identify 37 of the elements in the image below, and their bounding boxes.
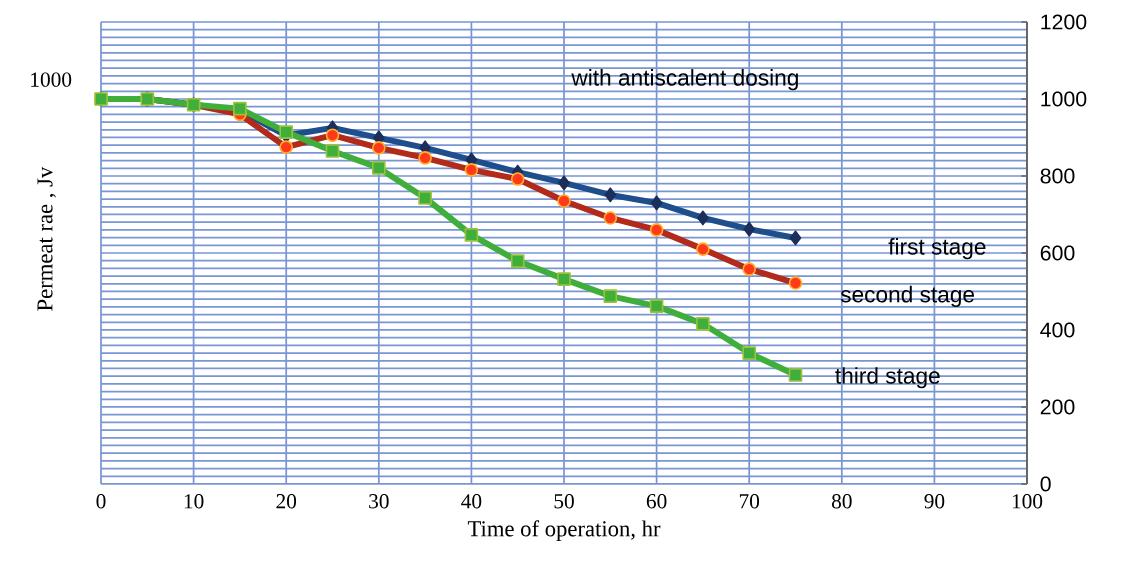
x-tick-label: 50 xyxy=(554,494,574,509)
point xyxy=(510,254,525,268)
x-tick-label: 100 xyxy=(1012,494,1043,509)
point xyxy=(279,125,294,139)
text: 1000 xyxy=(31,72,72,87)
annotation: with antiscalent dosing xyxy=(571,69,798,91)
x-tick-label: 70 xyxy=(739,494,760,509)
y-tick-label: 0 xyxy=(1040,476,1051,492)
x-tick-label: 0 xyxy=(96,494,106,509)
text: first stage xyxy=(888,238,986,260)
y-tick-label: 200 xyxy=(1040,399,1075,415)
y-tick-label: 1000 xyxy=(1041,91,1087,107)
x-tick-label: 10 xyxy=(184,494,204,509)
point xyxy=(325,144,340,158)
x-tick-label: 90 xyxy=(924,494,945,509)
x-axis-title: Time of operation, hr xyxy=(467,520,661,542)
point xyxy=(649,299,664,313)
y-tick-label: 600 xyxy=(1040,245,1075,261)
y-axis-title: Permeat rae , Jv xyxy=(37,166,56,311)
point xyxy=(742,346,756,360)
point xyxy=(788,368,803,382)
x-tick-label: 80 xyxy=(831,494,852,509)
series-label: third stage xyxy=(835,367,940,389)
point xyxy=(696,317,710,331)
x-tick-label: 60 xyxy=(646,494,667,509)
point xyxy=(372,161,386,175)
point xyxy=(557,272,571,286)
point xyxy=(603,289,618,303)
series-label: second stage xyxy=(840,285,975,307)
y-tick-label: 1200 xyxy=(1041,14,1087,30)
y-tick-label: 400 xyxy=(1040,322,1075,338)
x-tick-label: 30 xyxy=(369,494,389,509)
x-tick-label: 40 xyxy=(461,494,482,509)
point xyxy=(418,191,432,205)
point xyxy=(464,228,479,242)
x-tick-label: 20 xyxy=(276,494,297,509)
y-tick-label: 800 xyxy=(1040,168,1075,184)
